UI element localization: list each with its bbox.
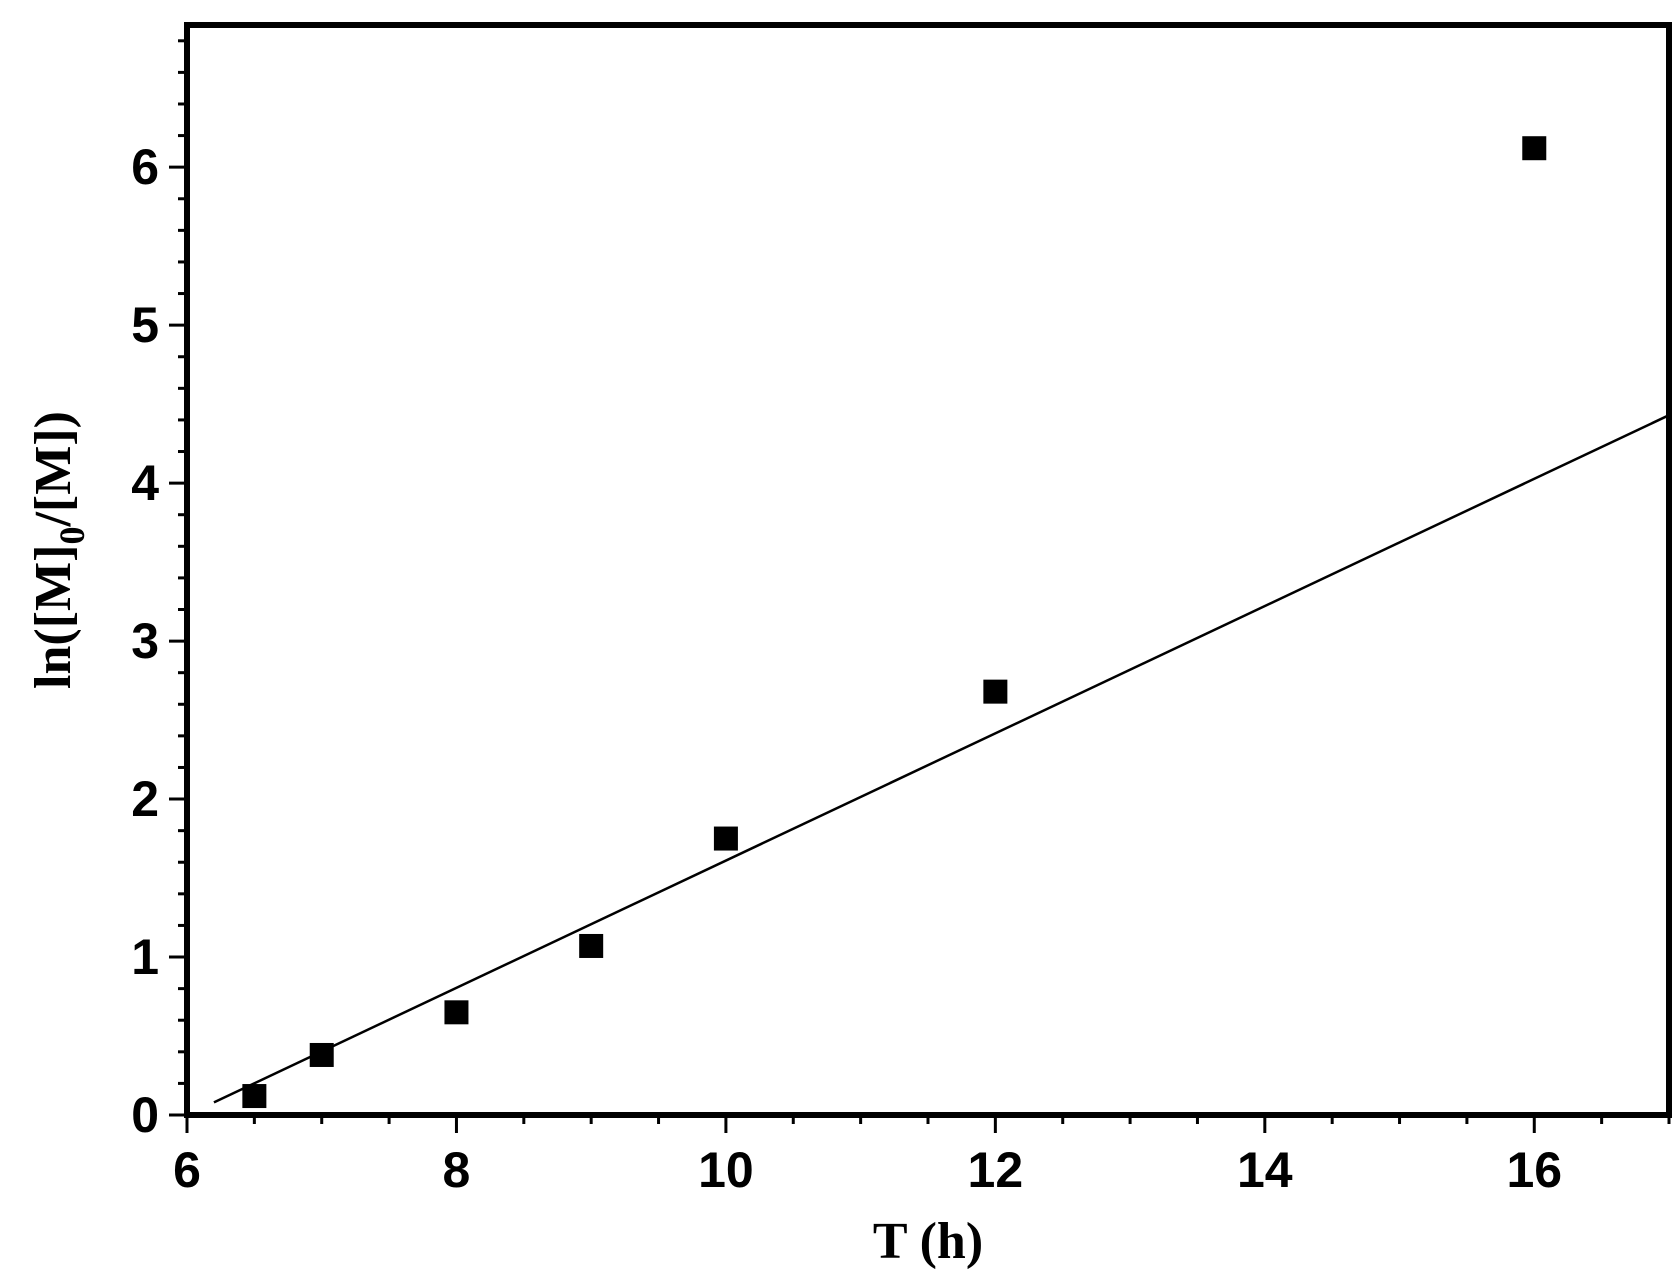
x-tick-label: 6 xyxy=(173,1142,201,1198)
data-point xyxy=(309,1042,334,1067)
data-point xyxy=(579,933,604,958)
y-axis-title-end: /[M]) xyxy=(25,411,82,527)
x-tick-label: 8 xyxy=(443,1142,471,1198)
x-tick-label: 10 xyxy=(698,1142,754,1198)
plot-frame xyxy=(184,22,1672,1118)
x-tick-label: 14 xyxy=(1237,1142,1293,1198)
fit-line-group xyxy=(213,414,1670,1104)
fit-line xyxy=(213,414,1670,1104)
x-axis-title: T (h) xyxy=(873,1213,983,1270)
y-tick-label: 6 xyxy=(131,139,159,195)
y-axis-title-main: ln([M] xyxy=(25,545,82,689)
data-point xyxy=(242,1084,267,1109)
x-tick-label: 12 xyxy=(968,1142,1024,1198)
y-tick-label: 1 xyxy=(131,929,159,985)
y-tick-label: 0 xyxy=(131,1087,159,1143)
data-point xyxy=(983,679,1008,704)
data-points-group xyxy=(242,136,1547,1109)
y-tick-label: 5 xyxy=(131,297,159,353)
ticks-group xyxy=(169,39,1671,1133)
data-point xyxy=(713,826,738,851)
y-tick-label: 2 xyxy=(131,771,159,827)
y-tick-label: 4 xyxy=(131,455,159,511)
y-axis-title: ln([M]0/[M]) xyxy=(25,411,92,689)
data-point xyxy=(1522,136,1547,161)
y-axis-title-subscript: 0 xyxy=(52,527,92,545)
data-point xyxy=(444,1000,469,1025)
y-tick-label: 3 xyxy=(131,613,159,669)
x-tick-label: 16 xyxy=(1506,1142,1562,1198)
